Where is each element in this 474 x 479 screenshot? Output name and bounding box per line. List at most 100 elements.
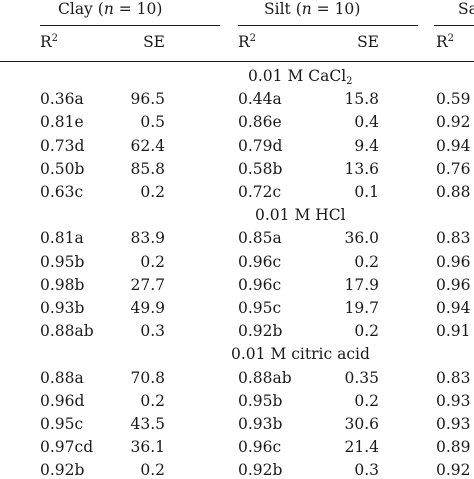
table-cell-sand-r2: 0.88	[436, 183, 471, 201]
table-cell-silt-se: 0.35	[344, 369, 379, 387]
table-cell-clay-se: 83.9	[130, 229, 165, 247]
table-cell-silt-r2: 0.92b	[238, 322, 283, 340]
clay-se-header: SE	[143, 33, 165, 51]
table-cell-sand-r2: 0.76	[436, 160, 471, 178]
table-cell-silt-r2: 0.88ab	[238, 369, 292, 387]
table-cell-clay-r2: 0.36a	[40, 90, 84, 108]
table-cell-silt-r2: 0.95b	[238, 392, 283, 410]
table-cell-clay-r2: 0.73d	[40, 137, 85, 155]
table-cell-clay-se: 85.8	[130, 160, 165, 178]
table-cell-clay-r2: 0.88ab	[40, 322, 94, 340]
header-clay-eq: = 10	[113, 0, 157, 18]
table-cell-sand-r2: 0.96	[436, 253, 471, 271]
table-cell-sand-r2: 0.92	[436, 113, 471, 131]
header-clay-name: Clay	[58, 0, 93, 18]
table-cell-silt-se: 15.8	[344, 90, 379, 108]
silt-se-header: SE	[357, 33, 379, 51]
table-cell-clay-se: 36.1	[130, 438, 165, 456]
header-clay-n: n	[103, 0, 114, 18]
table-cell-silt-se: 21.4	[344, 438, 379, 456]
table-cell-silt-se: 36.0	[344, 229, 379, 247]
section-title-text: 0.01 M citric acid	[231, 345, 370, 363]
table-cell-silt-se: 0.3	[354, 461, 379, 479]
table-cell-silt-se: 17.9	[344, 276, 379, 294]
clay-r2-sup: 2	[51, 33, 59, 44]
table-cell-clay-r2: 0.98b	[40, 276, 85, 294]
sand-r2-label: R	[436, 33, 448, 51]
table-cell-clay-se: 0.2	[140, 461, 165, 479]
table-cell-sand-r2: 0.83	[436, 229, 471, 247]
table-cell-silt-r2: 0.79d	[238, 137, 283, 155]
table-cell-sand-r2: 0.83	[436, 369, 471, 387]
table-cell-silt-r2: 0.93b	[238, 415, 283, 433]
silt-r2-header: R2	[238, 33, 256, 51]
table-cell-silt-r2: 0.86e	[238, 113, 282, 131]
table-cell-clay-r2: 0.50b	[40, 160, 85, 178]
table-cell-sand-r2: 0.89	[436, 438, 471, 456]
header-clay: Clay (n = 10)	[58, 0, 163, 18]
table-cell-silt-r2: 0.85a	[238, 229, 282, 247]
table-cell-sand-r2: 0.91	[436, 322, 471, 340]
table-cell-sand-r2: 0.94	[436, 299, 471, 317]
table-cell-clay-r2: 0.81e	[40, 113, 84, 131]
table-cell-sand-r2: 0.96	[436, 276, 471, 294]
table-cell-clay-se: 49.9	[130, 299, 165, 317]
header-silt-eq: = 10	[311, 0, 355, 18]
table-cell-clay-r2: 0.63c	[40, 183, 84, 201]
table-cell-silt-se: 19.7	[344, 299, 379, 317]
silt-se-label: SE	[357, 33, 379, 51]
clay-se-label: SE	[143, 33, 165, 51]
table-cell-clay-r2: 0.95c	[40, 415, 84, 433]
table-cell-clay-r2: 0.92b	[40, 461, 85, 479]
section-title-text: 0.01 M HCl	[255, 206, 346, 224]
clay-group-rule	[40, 25, 220, 26]
table-cell-clay-se: 96.5	[130, 90, 165, 108]
clay-r2-label: R	[40, 33, 52, 51]
table-cell-silt-r2: 0.95c	[238, 299, 282, 317]
table-cell-sand-r2: 0.93	[436, 392, 471, 410]
table-cell-silt-r2: 0.92b	[238, 461, 283, 479]
header-bottom-rule	[0, 61, 474, 62]
header-silt: Silt (n = 10)	[264, 0, 361, 18]
table-cell-clay-r2: 0.88a	[40, 369, 84, 387]
table-cell-silt-se: 0.2	[354, 322, 379, 340]
section-title: 0.01 M CaCl2	[248, 67, 353, 87]
section-title: 0.01 M citric acid	[231, 345, 370, 363]
sand-r2-sup: 2	[447, 33, 455, 44]
table-cell-clay-r2: 0.97cd	[40, 438, 94, 456]
table-cell-sand-r2: 0.92	[436, 461, 471, 479]
header-sand: Sa	[458, 0, 474, 18]
header-sand-name: Sa	[458, 0, 474, 18]
table-cell-clay-r2: 0.81a	[40, 229, 84, 247]
table-cell-clay-r2: 0.96d	[40, 392, 85, 410]
table-cell-silt-r2: 0.44a	[238, 90, 282, 108]
table-cell-clay-se: 0.2	[140, 183, 165, 201]
section-title-text: 0.01 M CaCl	[248, 67, 347, 85]
table-cell-silt-se: 13.6	[344, 160, 379, 178]
table-cell-silt-r2: 0.72c	[238, 183, 282, 201]
table-cell-sand-r2: 0.93	[436, 415, 471, 433]
table-cell-silt-se: 0.1	[354, 183, 379, 201]
silt-group-rule	[238, 25, 418, 26]
table-cell-silt-se: 9.4	[354, 137, 379, 155]
table-cell-clay-se: 27.7	[130, 276, 165, 294]
header-silt-n: n	[301, 0, 312, 18]
sand-r2-header: R2	[436, 33, 454, 51]
silt-r2-label: R	[238, 33, 250, 51]
table-cell-clay-se: 0.5	[140, 113, 165, 131]
section-title: 0.01 M HCl	[255, 206, 346, 224]
table-cell-sand-r2: 0.94	[436, 137, 471, 155]
table-cell-clay-se: 62.4	[130, 137, 165, 155]
table-cell-silt-se: 0.4	[354, 113, 379, 131]
silt-r2-sup: 2	[249, 33, 257, 44]
table-cell-clay-r2: 0.95b	[40, 253, 85, 271]
table-cell-clay-se: 0.2	[140, 392, 165, 410]
table-cell-clay-se: 43.5	[130, 415, 165, 433]
table-cell-silt-r2: 0.58b	[238, 160, 283, 178]
table-cell-silt-r2: 0.96c	[238, 253, 282, 271]
table-cell-silt-r2: 0.96c	[238, 276, 282, 294]
sand-group-rule	[434, 25, 474, 26]
table-cell-clay-r2: 0.93b	[40, 299, 85, 317]
header-silt-name: Silt	[264, 0, 291, 18]
table-cell-clay-se: 70.8	[130, 369, 165, 387]
